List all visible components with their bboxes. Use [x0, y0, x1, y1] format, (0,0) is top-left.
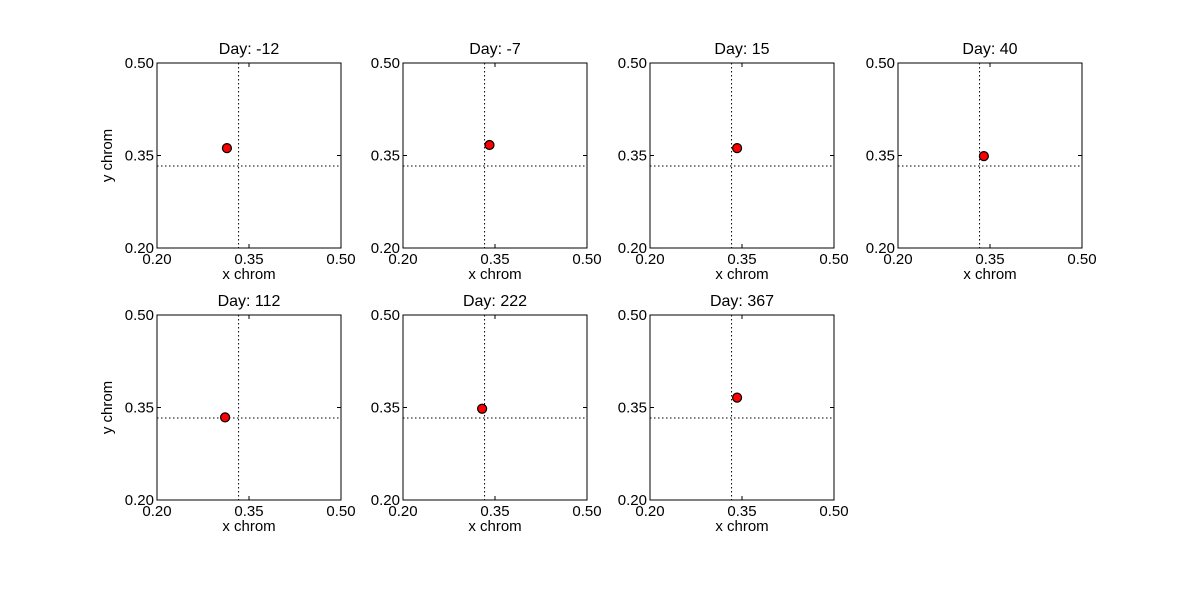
panel-7: 0.20 0.35 0.50 0.50 0.35 0.20 Day: 367 x chrom — [618, 293, 849, 535]
x-tick-label: 0.20 — [388, 503, 417, 520]
panel-title: Day: 222 — [463, 293, 527, 310]
panel-title: Day: -12 — [219, 41, 280, 58]
data-point — [221, 143, 233, 154]
data-point — [978, 151, 989, 162]
axes-frame — [156, 314, 342, 501]
y-tick-label: 0.20 — [371, 240, 400, 257]
panel-title: Day: 112 — [218, 293, 281, 310]
x-tick-label: 0.50 — [572, 251, 601, 268]
y-tick-label: 0.20 — [125, 240, 154, 257]
x-tick-label: 0.20 — [635, 251, 664, 268]
panel-title: Day: 367 — [710, 293, 774, 310]
data-point — [731, 392, 743, 403]
x-tick-label: 0.35 — [234, 251, 263, 268]
y-tick-label: 0.35 — [618, 400, 647, 417]
panel-4: 0.20 0.35 0.50 0.50 0.35 0.20 Day: 40 x chrom — [866, 41, 1097, 283]
x-tick-label: 0.20 — [142, 251, 171, 268]
y-tick-label: 0.35 — [125, 400, 154, 417]
x-tick-label: 0.35 — [480, 251, 509, 268]
y-axis-label: y chrom — [99, 129, 116, 182]
y-tick-label: 0.50 — [371, 55, 400, 72]
x-axis-label: x chrom — [715, 518, 768, 535]
x-axis-label: x chrom — [963, 266, 1016, 283]
x-tick-label: 0.35 — [480, 503, 509, 520]
axes-frame — [402, 62, 588, 249]
y-tick-label: 0.35 — [866, 148, 895, 165]
panel-1: 0.20 0.35 0.50 0.50 0.35 0.20 Day: -12 x chrom y… — [99, 41, 356, 283]
x-axis-label: x chrom — [715, 266, 768, 283]
y-tick-label: 0.20 — [125, 492, 154, 509]
axes-frame — [156, 62, 342, 249]
y-tick-label: 0.50 — [618, 307, 647, 324]
y-tick-label: 0.50 — [125, 307, 154, 324]
data-point — [484, 139, 495, 151]
y-tick-label: 0.20 — [618, 492, 647, 509]
axes-frame — [897, 62, 1083, 249]
x-tick-label: 0.20 — [142, 503, 171, 520]
x-axis-label: x chrom — [222, 518, 275, 535]
x-tick-label: 0.35 — [727, 251, 756, 268]
panel-title: Day: -7 — [469, 41, 521, 58]
y-axis-label: y chrom — [99, 381, 116, 434]
panel-6: 0.20 0.35 0.50 0.50 0.35 0.20 Day: 222 x chrom — [371, 293, 602, 535]
y-tick-label: 0.50 — [125, 55, 154, 72]
panel-3: 0.20 0.35 0.50 0.50 0.35 0.20 Day: 15 x chrom — [618, 41, 849, 283]
axes-frame — [649, 62, 835, 249]
y-tick-label: 0.20 — [371, 492, 400, 509]
x-tick-label: 0.50 — [1067, 251, 1096, 268]
y-tick-label: 0.35 — [371, 400, 400, 417]
panel-2: 0.20 0.35 0.50 0.50 0.35 0.20 Day: -7 x chrom — [371, 41, 602, 283]
axes-frame — [402, 314, 588, 501]
y-tick-label: 0.50 — [866, 55, 895, 72]
axes-frame — [649, 314, 835, 501]
x-tick-label: 0.50 — [326, 503, 355, 520]
y-tick-label: 0.35 — [371, 148, 400, 165]
data-point — [731, 143, 743, 154]
data-point — [219, 412, 231, 423]
y-tick-label: 0.50 — [371, 307, 400, 324]
y-tick-label: 0.50 — [618, 55, 647, 72]
panel-5: 0.20 0.35 0.50 0.50 0.35 0.20 Day: 112 x chrom y… — [99, 293, 356, 535]
x-tick-label: 0.50 — [572, 503, 601, 520]
x-tick-label: 0.35 — [727, 503, 756, 520]
panel-title: Day: 40 — [962, 41, 1017, 58]
x-tick-label: 0.20 — [883, 251, 912, 268]
x-tick-label: 0.50 — [819, 251, 848, 268]
x-axis-label: x chrom — [468, 266, 521, 283]
panel-title: Day: 15 — [714, 41, 769, 58]
x-tick-label: 0.35 — [234, 503, 263, 520]
y-tick-label: 0.35 — [125, 148, 154, 165]
x-tick-label: 0.20 — [388, 251, 417, 268]
x-tick-label: 0.35 — [975, 251, 1004, 268]
y-tick-label: 0.20 — [618, 240, 647, 257]
y-tick-label: 0.35 — [618, 148, 647, 165]
data-point — [477, 403, 488, 414]
x-axis-label: x chrom — [222, 266, 275, 283]
x-axis-label: x chrom — [468, 518, 521, 535]
x-tick-label: 0.50 — [819, 503, 848, 520]
x-tick-label: 0.20 — [635, 503, 664, 520]
x-tick-label: 0.50 — [326, 251, 355, 268]
y-tick-label: 0.20 — [866, 240, 895, 257]
